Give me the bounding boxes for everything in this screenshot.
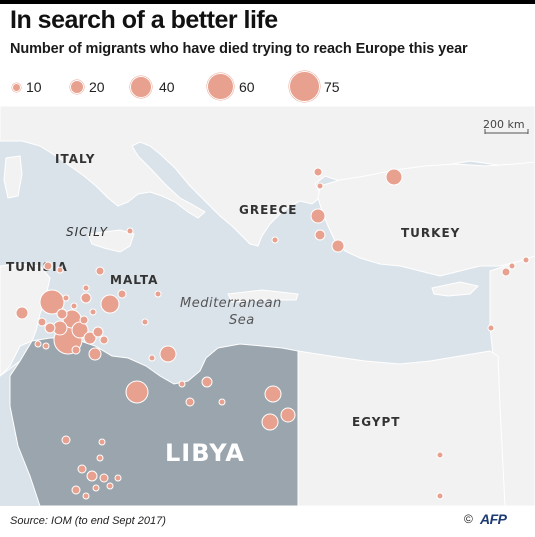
bubble	[98, 438, 106, 446]
bubble	[86, 470, 98, 482]
label-malta: MALTA	[110, 273, 158, 287]
bubble	[218, 398, 226, 406]
afp-logo: AFP	[480, 511, 507, 527]
bubble	[125, 380, 149, 404]
bubble	[89, 308, 97, 316]
bubble	[487, 324, 495, 332]
chart-title: In search of a better life	[10, 6, 278, 34]
legend-label-20: 20	[89, 79, 105, 95]
sardinia-island	[3, 155, 23, 199]
bubble	[436, 451, 444, 459]
bubble	[71, 345, 81, 355]
bubble	[37, 317, 47, 327]
bubble	[92, 484, 100, 492]
bubble	[385, 168, 403, 186]
legend-label-75: 75	[324, 79, 340, 95]
bubble	[331, 239, 345, 253]
bubble	[508, 262, 516, 270]
bubble	[82, 284, 90, 292]
map-svg: 200 km ITALY SICILY GREECE TURKEY TUNISI…	[0, 105, 535, 507]
label-sea-line2: Sea	[229, 313, 255, 328]
bubble	[62, 294, 70, 302]
bubble	[34, 340, 42, 348]
bubble	[501, 267, 511, 277]
scale-label: 200 km	[483, 118, 525, 131]
legend-label-60: 60	[239, 79, 255, 95]
bubble	[99, 473, 109, 483]
label-sea-line1: Mediterranean	[180, 296, 282, 311]
border-lines	[0, 351, 299, 506]
bubble	[522, 256, 530, 264]
bubble	[88, 347, 102, 361]
bubble	[126, 227, 134, 235]
bubble	[159, 345, 177, 363]
legend-circle-40	[130, 76, 152, 98]
bubble	[106, 482, 114, 490]
bubble	[117, 289, 127, 299]
label-sicily: SICILY	[66, 225, 109, 239]
bubble	[71, 485, 81, 495]
top-rule	[0, 0, 535, 4]
mediterranean-map: 200 km ITALY SICILY GREECE TURKEY TUNISI…	[0, 105, 535, 507]
bubble	[114, 474, 122, 482]
bubble	[280, 407, 296, 423]
label-egypt: EGYPT	[352, 415, 400, 429]
legend-circle-60	[207, 73, 234, 100]
bubble	[83, 331, 97, 345]
bubble	[316, 182, 324, 190]
bubble	[436, 492, 444, 500]
size-legend: 10 20 40 60 75	[0, 70, 535, 106]
bubble	[148, 354, 156, 362]
bubble	[80, 292, 92, 304]
label-turkey: TURKEY	[401, 226, 460, 240]
bubble-layer	[15, 167, 530, 500]
bubble	[70, 302, 78, 310]
legend-circle-20	[70, 80, 84, 94]
bubble	[313, 167, 323, 177]
label-greece: GREECE	[239, 203, 298, 217]
bubble	[43, 261, 53, 271]
bubble	[95, 266, 105, 276]
crete-island	[227, 289, 299, 303]
bubble	[264, 385, 282, 403]
bubble	[271, 236, 279, 244]
bubble	[178, 380, 186, 388]
cyprus-island	[431, 281, 479, 297]
chart-subtitle: Number of migrants who have died trying …	[10, 41, 468, 57]
bubble	[82, 492, 90, 500]
legend-circle-75	[289, 71, 320, 102]
bubble	[310, 208, 326, 224]
bubble	[185, 397, 195, 407]
libya-landmass	[9, 337, 299, 507]
bubble	[100, 294, 120, 314]
bubble	[56, 308, 68, 320]
legend-label-40: 40	[159, 79, 175, 95]
bubble	[39, 289, 65, 315]
bubble	[314, 229, 326, 241]
bubble	[42, 342, 50, 350]
footer: Source: IOM (to end Sept 2017) © AFP	[0, 506, 535, 537]
source-note: Source: IOM (to end Sept 2017)	[10, 515, 166, 527]
label-libya: LIBYA	[165, 439, 245, 467]
bubble	[61, 435, 71, 445]
bubble	[96, 454, 104, 462]
label-italy: ITALY	[55, 152, 95, 166]
bubble	[15, 306, 29, 320]
bubble	[79, 315, 89, 325]
legend-circle-10	[12, 83, 21, 92]
egypt-landmass	[297, 350, 506, 507]
bubble	[141, 318, 149, 326]
bubble	[92, 326, 104, 338]
bubble	[77, 464, 87, 474]
bubble	[261, 413, 279, 431]
bubble	[201, 376, 213, 388]
sicily-island	[87, 229, 135, 253]
bubble	[56, 266, 64, 274]
legend-label-10: 10	[26, 79, 42, 95]
bubble	[99, 335, 109, 345]
bubble	[44, 322, 56, 334]
bubble	[154, 290, 162, 298]
copyright-mark: ©	[464, 512, 473, 526]
